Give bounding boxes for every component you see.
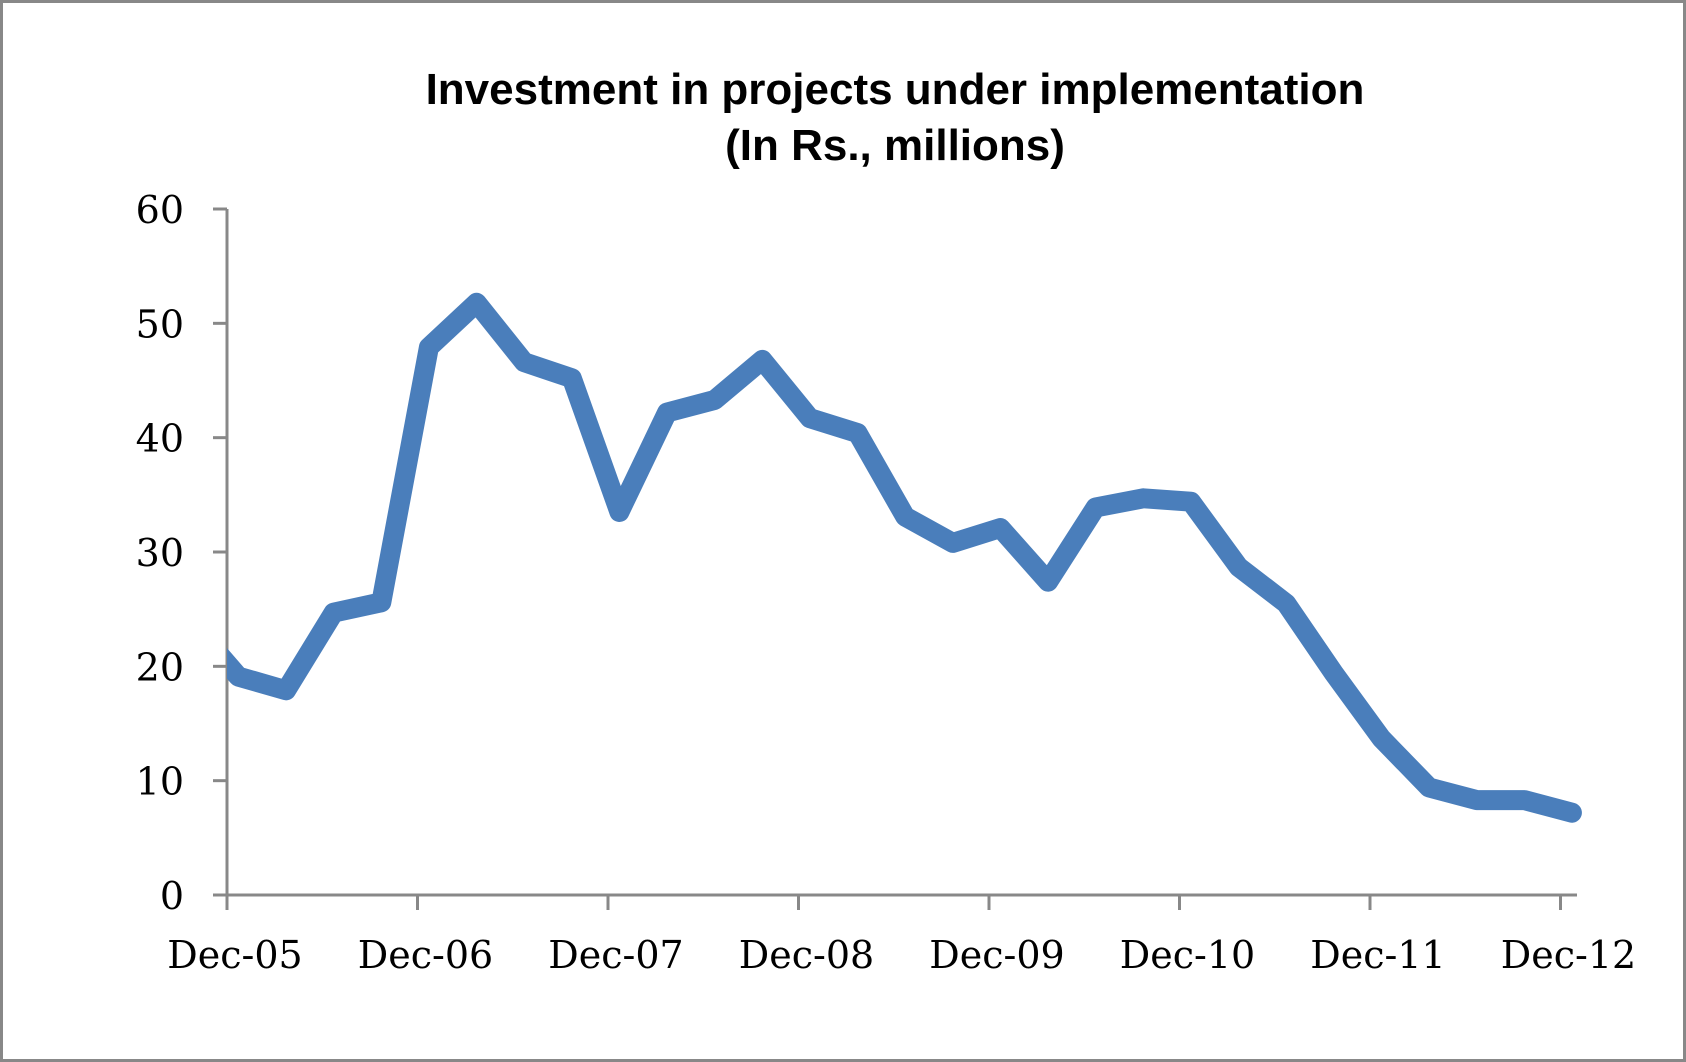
x-tick-label: Dec-06	[358, 933, 493, 977]
data-point	[1524, 800, 1525, 801]
x-tick-label: Dec-08	[739, 933, 874, 977]
data-point	[1190, 501, 1191, 502]
data-point	[1000, 528, 1001, 529]
y-tick-label: 20	[136, 645, 184, 689]
chart-title: Investment in projects under implementat…	[425, 65, 1365, 114]
data-point	[1476, 800, 1477, 801]
data-point	[667, 412, 668, 413]
x-tick-label: Dec-05	[167, 933, 302, 977]
chart-subtitle: (In Rs., millions)	[725, 121, 1065, 170]
y-tick-label: 30	[136, 531, 184, 575]
data-point	[571, 378, 572, 379]
data-point	[1095, 507, 1096, 508]
data-point	[1048, 581, 1049, 582]
data-point	[1571, 812, 1572, 813]
data-point	[428, 347, 429, 348]
data-point	[762, 359, 763, 360]
data-point	[952, 542, 953, 543]
data-point	[238, 676, 239, 677]
data-point	[1143, 498, 1144, 499]
data-point	[714, 399, 715, 400]
data-point	[190, 621, 191, 622]
x-tick-label: Dec-12	[1501, 933, 1636, 977]
data-point	[1429, 787, 1430, 788]
data-point	[905, 516, 906, 517]
chart-title-block: Investment in projects under implementat…	[0, 62, 1686, 174]
data-point	[619, 512, 620, 513]
data-point	[809, 418, 810, 419]
y-tick-label: 60	[136, 188, 184, 232]
data-point	[1286, 603, 1287, 604]
data-point	[476, 302, 477, 303]
data-point	[1333, 673, 1334, 674]
x-tick-label: Dec-09	[929, 933, 1064, 977]
x-tick-label: Dec-07	[548, 933, 683, 977]
x-axis-ticks: Dec-05 Dec-06 Dec-07 Dec-08 Dec-09 Dec-10 Dec-…	[167, 895, 1636, 977]
y-tick-label: 50	[136, 302, 184, 346]
series-line	[227, 292, 1582, 823]
data-point	[524, 362, 525, 363]
y-axis-ticks: 0 10 20 30 40 50 60	[136, 188, 227, 918]
y-tick-label: 0	[160, 874, 184, 918]
x-tick-label: Dec-11	[1310, 933, 1445, 977]
y-tick-label: 40	[136, 417, 184, 461]
data-point	[286, 690, 287, 691]
y-tick-label: 10	[136, 760, 184, 804]
data-point	[381, 602, 382, 603]
data-point	[1238, 566, 1239, 567]
data-point	[1381, 738, 1382, 739]
x-tick-label: Dec-10	[1120, 933, 1255, 977]
series-group	[190, 292, 1582, 823]
data-point	[333, 612, 334, 613]
data-point	[857, 433, 858, 434]
